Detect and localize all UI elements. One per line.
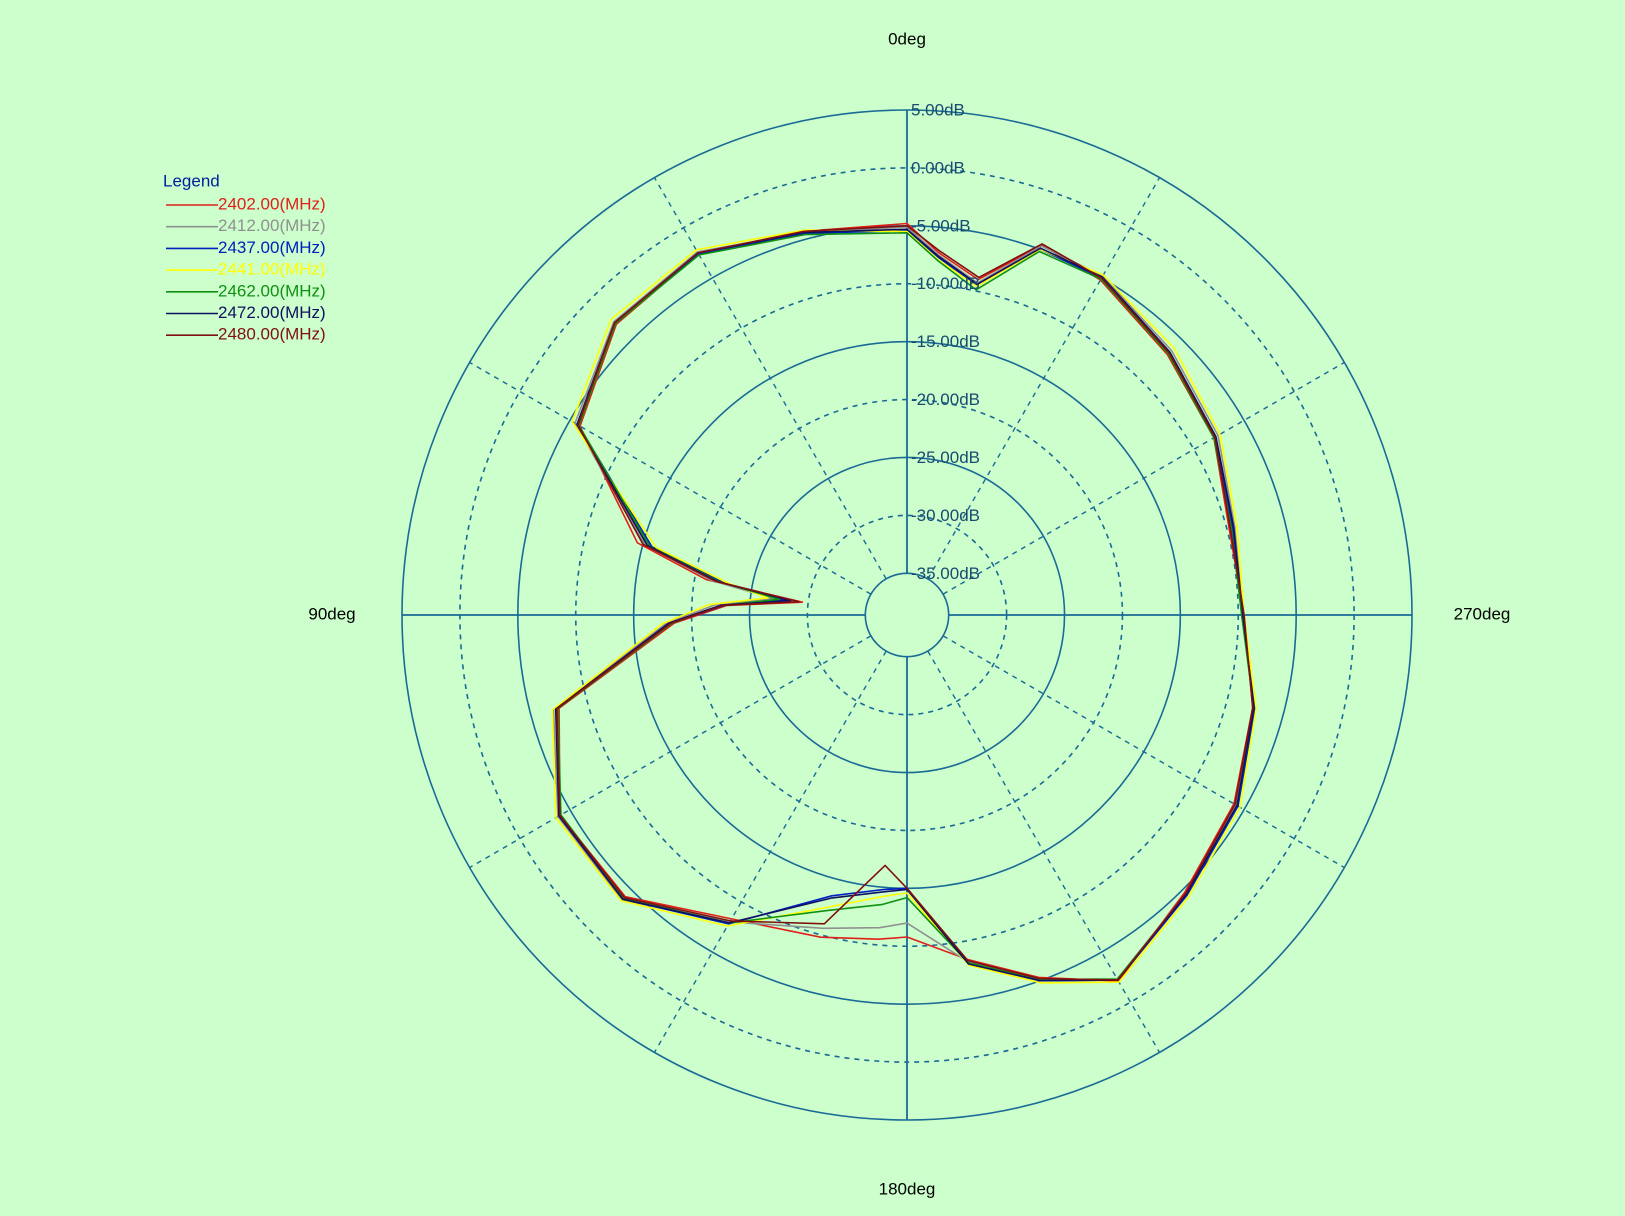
legend-label: 2472.00(MHz) [218,303,326,322]
ring-label: 5.00dB [911,100,965,119]
ring-label: -25.00dB [911,448,980,467]
series-line [556,225,1254,981]
legend-label: 2462.00(MHz) [218,281,326,300]
grid-radial [653,650,887,1053]
grid-radial [942,635,1345,869]
grid-radial [469,361,872,595]
legend-label: 2441.00(MHz) [218,260,326,279]
ring-label: -5.00dB [911,216,971,235]
series-line [551,229,1257,984]
grid-radial [927,177,1161,580]
angle-label: 0deg [888,29,926,48]
grid-radial [469,635,872,869]
legend-label: 2402.00(MHz) [218,194,326,213]
ring-label: -35.00dB [911,564,980,583]
grid-radial [927,650,1161,1053]
legend-label: 2437.00(MHz) [218,238,326,257]
ring-label: -30.00dB [911,506,980,525]
angle-label: 180deg [879,1179,936,1198]
grid-radial [653,177,887,580]
ring-label: -20.00dB [911,390,980,409]
angle-label: 90deg [308,604,355,623]
ring-label: -15.00dB [911,332,980,351]
legend-label: 2480.00(MHz) [218,325,326,344]
series-line [554,228,1255,982]
legend-title: Legend [163,171,220,190]
ring-label: 0.00dB [911,158,965,177]
grid-radial [942,361,1345,595]
ring-label: -10.00dB [911,274,980,293]
angle-label: 270deg [1454,604,1511,623]
legend-label: 2412.00(MHz) [218,216,326,235]
series-line [558,222,1254,982]
